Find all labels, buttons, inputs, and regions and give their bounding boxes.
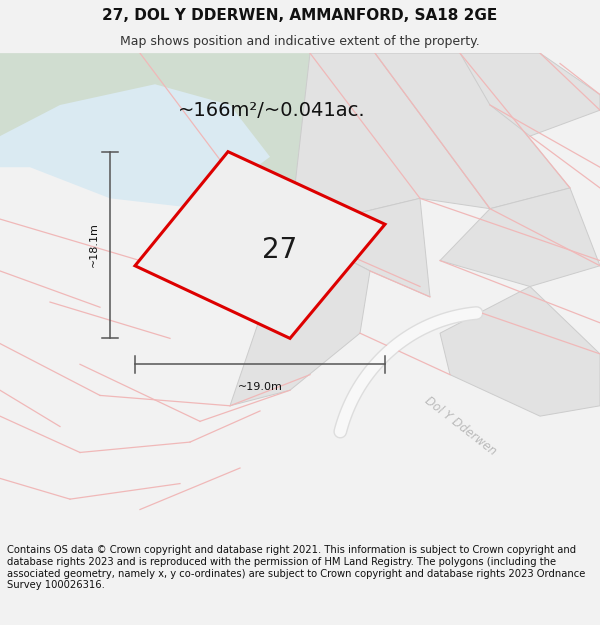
Polygon shape	[290, 198, 430, 297]
Polygon shape	[440, 188, 600, 286]
Text: ~18.1m: ~18.1m	[89, 222, 99, 268]
Text: ~166m²/~0.041ac.: ~166m²/~0.041ac.	[178, 101, 365, 119]
Text: 27, DOL Y DDERWEN, AMMANFORD, SA18 2GE: 27, DOL Y DDERWEN, AMMANFORD, SA18 2GE	[103, 8, 497, 23]
Polygon shape	[0, 84, 270, 209]
Polygon shape	[440, 286, 600, 416]
Text: Dol Y Dderwen: Dol Y Dderwen	[422, 394, 499, 459]
Text: Contains OS data © Crown copyright and database right 2021. This information is : Contains OS data © Crown copyright and d…	[7, 545, 586, 590]
Polygon shape	[135, 152, 385, 338]
Polygon shape	[290, 53, 490, 229]
Polygon shape	[375, 53, 570, 209]
Text: 27: 27	[262, 236, 297, 264]
Polygon shape	[230, 229, 370, 406]
Text: Map shows position and indicative extent of the property.: Map shows position and indicative extent…	[120, 35, 480, 48]
Polygon shape	[0, 53, 370, 229]
Polygon shape	[460, 53, 600, 136]
Text: ~19.0m: ~19.0m	[238, 382, 283, 392]
